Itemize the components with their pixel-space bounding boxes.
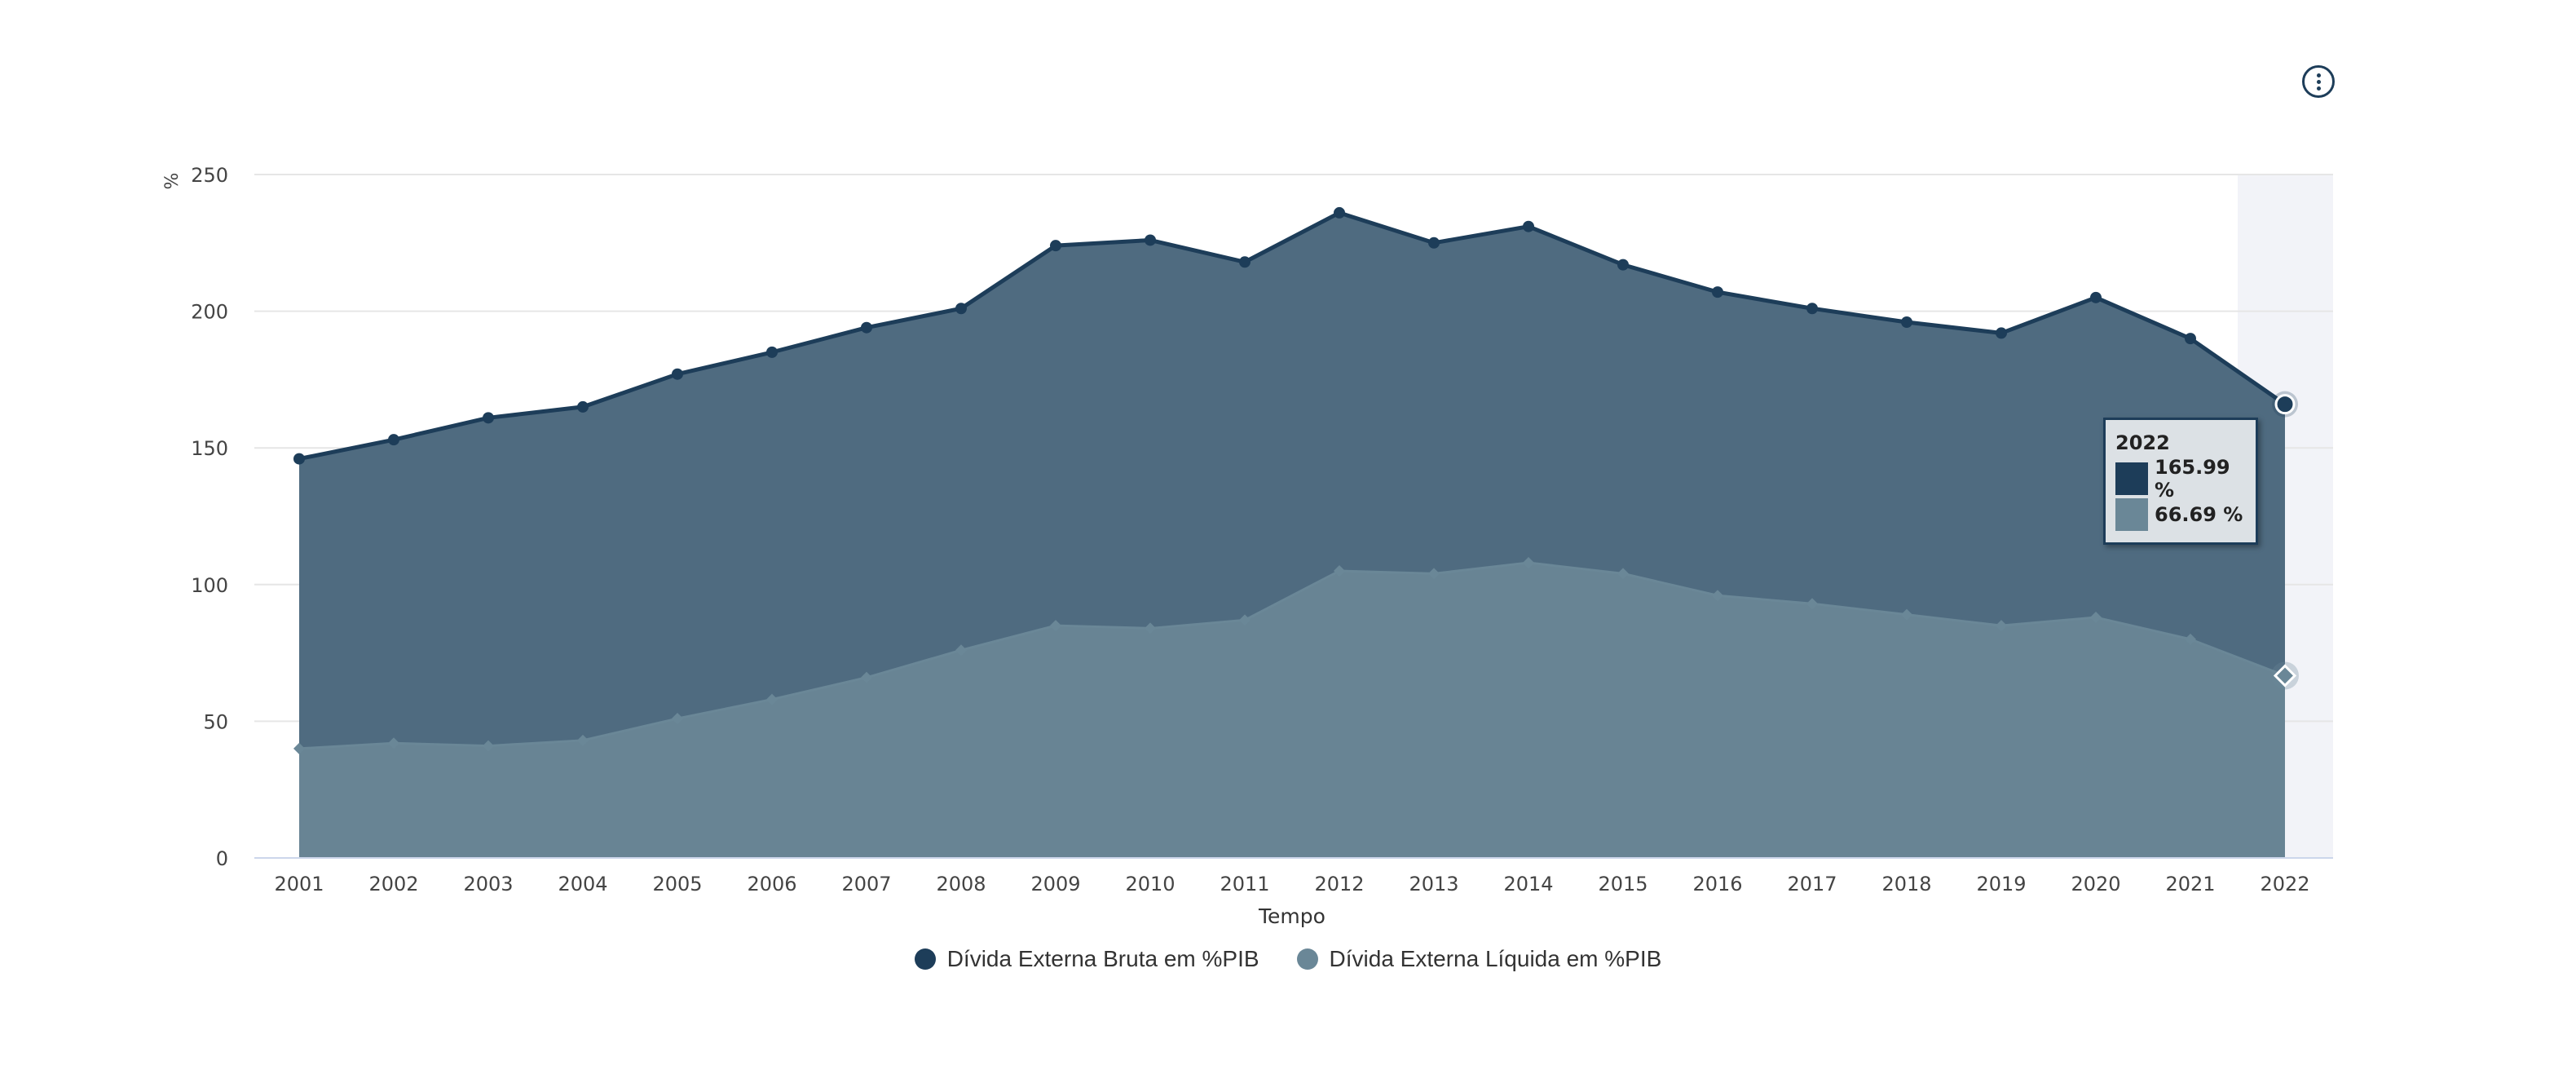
x-tick-label: 2005 — [652, 873, 702, 895]
point-net — [577, 734, 589, 746]
x-tick-label: 2011 — [1220, 873, 1269, 895]
point-net — [1523, 556, 1534, 568]
point-net — [1617, 568, 1629, 580]
y-tick-label: 250 — [191, 164, 228, 187]
line-net — [298, 561, 2286, 750]
point-gross — [861, 321, 872, 334]
point-gross — [1239, 256, 1251, 268]
tooltip-value-net: 66.69 % — [2155, 503, 2243, 526]
point-gross — [1428, 237, 1440, 249]
x-tick-label: 2010 — [1125, 873, 1175, 895]
point-gross — [1050, 240, 1061, 252]
x-tick-label: 2001 — [274, 873, 324, 895]
chart-menu-button[interactable] — [2302, 65, 2335, 98]
tooltip-row-net: 66.69 % — [2115, 497, 2246, 533]
legend-marker-net — [1296, 948, 1318, 970]
x-tick-label: 2015 — [1598, 873, 1647, 895]
line-gross — [298, 210, 2287, 462]
x-tick-label: 2021 — [2165, 873, 2215, 895]
legend-item-net[interactable]: Dívida Externa Líquida em %PIB — [1296, 946, 1662, 972]
tooltip-value-gross: 165.99 % — [2155, 456, 2230, 502]
kebab-menu-icon-dot — [2316, 86, 2321, 91]
point-gross — [2090, 291, 2102, 303]
area-net — [299, 562, 2285, 858]
y-tick-label: 100 — [191, 574, 228, 597]
x-tick-label: 2016 — [1692, 873, 1742, 895]
point-gross — [1996, 327, 2007, 339]
point-net — [1712, 590, 1723, 602]
point-gross — [1806, 303, 1818, 315]
x-tick-label: 2018 — [1881, 873, 1931, 895]
y-tick-label: 150 — [191, 437, 228, 460]
point-net — [2090, 612, 2102, 624]
legend-label-net: Dívida Externa Líquida em %PIB — [1329, 946, 1662, 971]
point-gross — [388, 434, 399, 446]
chart-legend: Dívida Externa Bruta em %PIB Dívida Exte… — [0, 946, 2576, 972]
point-net — [1239, 614, 1251, 626]
x-axis-title: Tempo — [1258, 904, 1325, 928]
point-gross — [1901, 316, 1912, 329]
point-gross — [672, 368, 683, 380]
x-tick-label: 2013 — [1409, 873, 1458, 895]
x-tick-label: 2008 — [936, 873, 986, 895]
x-tick-label: 2017 — [1787, 873, 1837, 895]
point-net — [672, 713, 683, 725]
point-gross — [955, 303, 967, 315]
y-tick-label: 50 — [203, 710, 228, 733]
point-gross — [1334, 206, 1345, 219]
x-tick-label: 2004 — [558, 873, 607, 895]
y-tick-label: 0 — [216, 847, 228, 870]
x-tick-label: 2012 — [1314, 873, 1364, 895]
x-tick-label: 2022 — [2260, 873, 2309, 895]
tooltip-swatch-gross — [2115, 462, 2148, 495]
point-net — [1428, 568, 1440, 580]
point-net — [388, 737, 399, 749]
point-gross — [1523, 220, 1534, 232]
tooltip-row-gross: 165.99 % — [2115, 456, 2246, 502]
point-net — [1334, 565, 1345, 577]
legend-label-gross: Dívida Externa Bruta em %PIB — [946, 946, 1259, 971]
point-net — [2273, 664, 2297, 688]
point-gross — [766, 346, 778, 358]
point-gross — [1712, 286, 1723, 298]
point-net — [1050, 620, 1061, 632]
tooltip-swatch-net — [2115, 498, 2148, 531]
point-net — [483, 740, 494, 752]
point-net — [861, 671, 872, 683]
point-net — [2185, 633, 2196, 645]
tooltip-year: 2022 — [2115, 431, 2170, 454]
y-axis-label: % — [162, 173, 183, 190]
point-net — [293, 742, 305, 754]
x-tick-label: 2020 — [2071, 873, 2120, 895]
point-gross — [577, 400, 589, 413]
point-gross — [2274, 394, 2296, 415]
kebab-menu-icon — [2316, 73, 2321, 77]
data-tooltip: 2022 165.99 % 66.69 % — [2103, 418, 2258, 545]
point-net — [1901, 608, 1912, 621]
x-tick-label: 2007 — [841, 873, 891, 895]
point-gross — [1617, 259, 1629, 271]
point-gross — [483, 412, 494, 424]
x-tick-label: 2014 — [1503, 873, 1553, 895]
point-gross — [1145, 234, 1156, 246]
point-net — [766, 693, 778, 705]
legend-marker-gross — [914, 948, 936, 970]
legend-item-gross[interactable]: Dívida Externa Bruta em %PIB — [914, 946, 1259, 972]
x-tick-label: 2002 — [368, 873, 418, 895]
y-tick-label: 200 — [191, 301, 228, 324]
point-gross — [2185, 333, 2196, 345]
x-tick-label: 2003 — [463, 873, 513, 895]
kebab-menu-icon-dot — [2316, 79, 2321, 84]
point-net — [955, 644, 967, 657]
x-tick-label: 2009 — [1030, 873, 1080, 895]
point-net — [1806, 598, 1818, 610]
point-gross — [293, 453, 305, 465]
point-net — [1145, 622, 1156, 634]
point-net — [1996, 620, 2007, 632]
x-tick-label: 2006 — [747, 873, 796, 895]
x-tick-label: 2019 — [1976, 873, 2026, 895]
